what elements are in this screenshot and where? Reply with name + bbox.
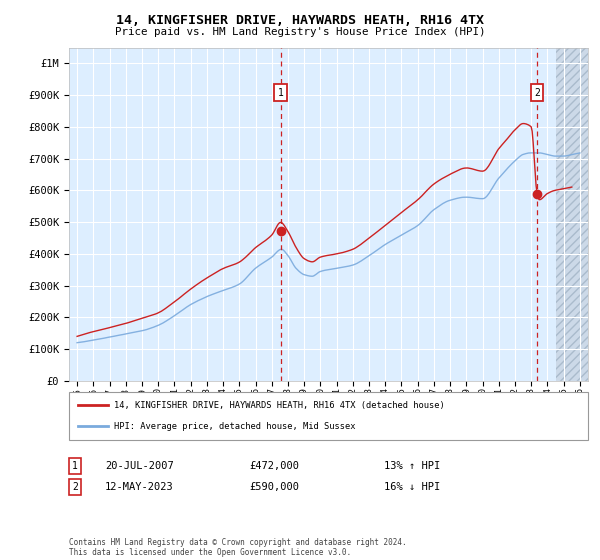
Text: 1: 1 <box>72 461 78 471</box>
Text: 2: 2 <box>72 482 78 492</box>
Text: 12-MAY-2023: 12-MAY-2023 <box>105 482 174 492</box>
Text: HPI: Average price, detached house, Mid Sussex: HPI: Average price, detached house, Mid … <box>114 422 355 431</box>
Bar <box>556 48 588 381</box>
Text: 20-JUL-2007: 20-JUL-2007 <box>105 461 174 471</box>
Text: 1: 1 <box>278 87 284 97</box>
Text: £590,000: £590,000 <box>249 482 299 492</box>
Text: 14, KINGFISHER DRIVE, HAYWARDS HEATH, RH16 4TX: 14, KINGFISHER DRIVE, HAYWARDS HEATH, RH… <box>116 14 484 27</box>
Text: 2: 2 <box>534 87 540 97</box>
Text: 16% ↓ HPI: 16% ↓ HPI <box>384 482 440 492</box>
Text: Price paid vs. HM Land Registry's House Price Index (HPI): Price paid vs. HM Land Registry's House … <box>115 27 485 37</box>
Text: Contains HM Land Registry data © Crown copyright and database right 2024.
This d: Contains HM Land Registry data © Crown c… <box>69 538 407 557</box>
Text: 13% ↑ HPI: 13% ↑ HPI <box>384 461 440 471</box>
Text: 14, KINGFISHER DRIVE, HAYWARDS HEATH, RH16 4TX (detached house): 14, KINGFISHER DRIVE, HAYWARDS HEATH, RH… <box>114 401 445 410</box>
Text: £472,000: £472,000 <box>249 461 299 471</box>
